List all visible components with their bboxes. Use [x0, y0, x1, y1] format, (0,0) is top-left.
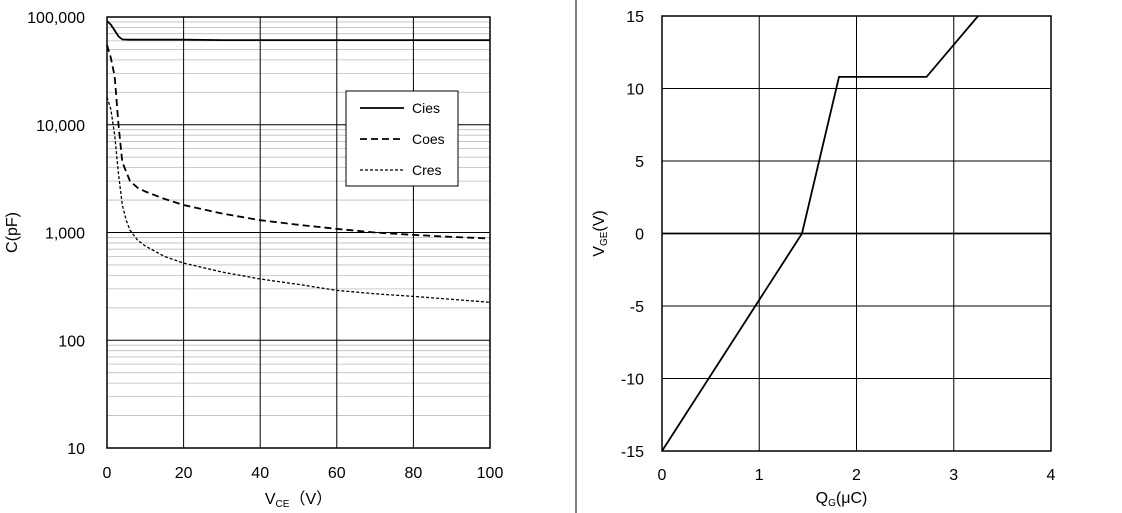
y-axis-label: C(pF): [4, 212, 21, 253]
gate-charge-chart: 0 1 2 3 4 -15 -10 -5 0 5 10 15 QG(μC) VGE(V): [591, 9, 1056, 509]
x-tick-label: 80: [405, 465, 423, 482]
y-tick-label: 0: [635, 227, 644, 244]
y-tick-label: -15: [621, 444, 644, 461]
series-line-cies: [106, 20, 490, 41]
capacitance-chart: 0 20 40 60 80 100 10 100 1,000 10,000 100,000 VCE（V…: [4, 10, 503, 510]
x-axis-label: VCE（V）: [265, 490, 332, 510]
series-line-cres: [106, 97, 491, 303]
x-axis-label: QG(μC): [816, 490, 868, 509]
y-tick-label: 10,000: [36, 118, 85, 135]
y-tick-label: -10: [621, 372, 644, 389]
x-tick-label: 0: [103, 465, 112, 482]
y-tick-label: 10: [626, 82, 644, 99]
series-line-vge: [661, 15, 979, 452]
x-tick-label: 0: [658, 467, 667, 484]
x-tick-label: 100: [477, 465, 504, 482]
y-tick-label: 5: [635, 154, 644, 171]
y-tick-label: -5: [630, 299, 644, 316]
x-tick-label: 4: [1047, 467, 1056, 484]
y-tick-label: 100,000: [27, 10, 85, 27]
legend-label-cres: Cres: [412, 162, 442, 178]
x-tick-label: 1: [755, 467, 764, 484]
legend-label-cies: Cies: [412, 100, 440, 116]
legend-label-coes: Coes: [412, 131, 445, 147]
series-line-coes: [106, 44, 491, 240]
y-axis-label: VGE(V): [591, 210, 610, 256]
plot-frame: [106, 16, 491, 449]
x-tick-label: 3: [949, 467, 958, 484]
x-tick-label: 20: [175, 465, 193, 482]
y-tick-label: 100: [58, 333, 85, 350]
x-tick-label: 60: [328, 465, 346, 482]
y-tick-label: 1,000: [45, 226, 85, 243]
y-tick-label: 15: [626, 9, 644, 26]
x-tick-label: 40: [251, 465, 269, 482]
y-tick-label: 10: [67, 441, 85, 458]
x-tick-label: 2: [852, 467, 861, 484]
